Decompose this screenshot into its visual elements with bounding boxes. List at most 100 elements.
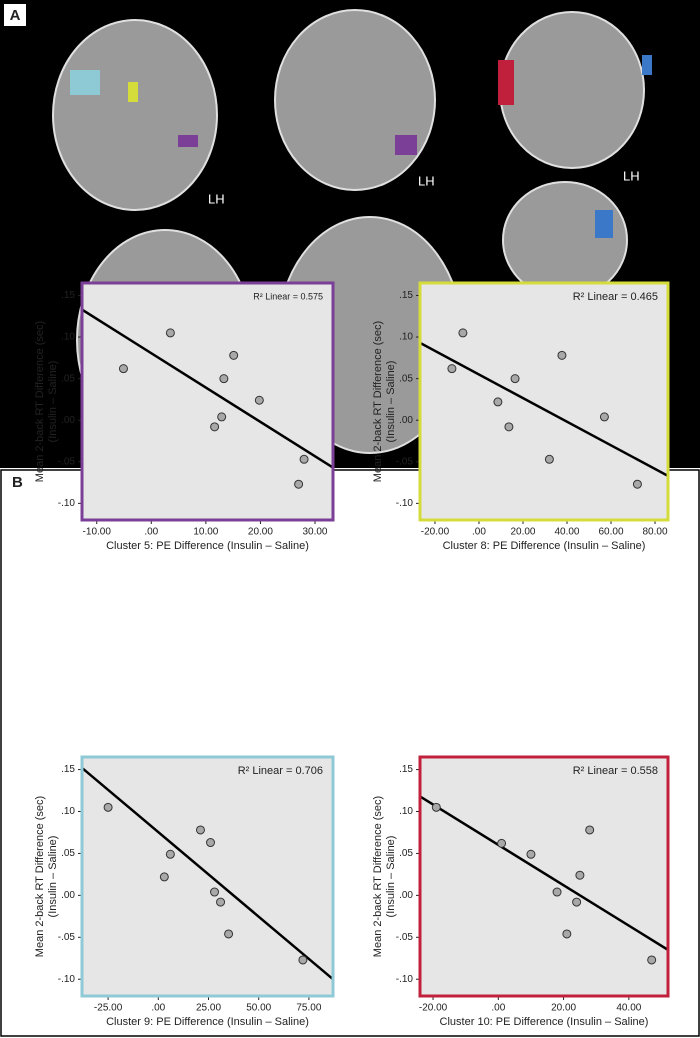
x-tick-label: 30.00 (302, 527, 327, 538)
fit-line (420, 795, 668, 951)
plot-border (418, 281, 670, 522)
data-point (585, 825, 595, 835)
annotation: R² Linear = 0.706 (238, 765, 323, 777)
brain-slice (52, 19, 218, 211)
annotation: R² Linear = 0.465 (573, 291, 658, 303)
plot-area (420, 757, 668, 996)
hemisphere-label: LH (208, 191, 225, 206)
data-point (497, 838, 507, 848)
fit-line (82, 766, 333, 981)
y-tick-label: .10 (61, 806, 75, 817)
x-tick-label: 10.00 (193, 527, 218, 538)
cluster (642, 55, 652, 75)
y-axis-label: (Insulin – Saline) (385, 836, 397, 918)
y-tick-label: .00 (399, 415, 413, 426)
data-point (458, 328, 468, 338)
data-point (165, 328, 175, 338)
x-tick-label: -25.00 (94, 1003, 123, 1014)
data-point (224, 929, 234, 939)
annotation: R² Linear = 0.575 (253, 291, 323, 301)
plot-area (82, 757, 333, 996)
data-point (562, 929, 572, 939)
y-axis-label: (Insulin – Saline) (385, 361, 397, 443)
y-tick-label: .00 (399, 890, 413, 901)
hemisphere-label: LH (623, 168, 640, 183)
x-axis-label: Cluster 5: PE Difference (Insulin – Sali… (106, 540, 309, 552)
data-point (447, 364, 457, 374)
x-tick-label: 40.00 (616, 1003, 641, 1014)
x-tick-label: -20.00 (421, 527, 450, 538)
y-axis-label: Mean 2-back RT Difference (sec) (34, 796, 46, 957)
data-point (493, 397, 503, 407)
data-point (103, 802, 113, 812)
data-point (431, 802, 441, 812)
data-point (557, 350, 567, 360)
data-point (217, 412, 227, 422)
cluster (70, 70, 100, 95)
data-point (206, 838, 216, 848)
x-tick-label: 20.00 (510, 527, 535, 538)
y-tick-label: .05 (61, 848, 75, 859)
data-point (165, 849, 175, 859)
fit-line (420, 341, 668, 478)
data-point (219, 374, 229, 384)
y-tick-label: -.05 (396, 932, 414, 943)
brain-slice (502, 181, 628, 299)
plot-border (418, 755, 670, 998)
y-tick-label: .10 (399, 332, 413, 343)
brain-slice (274, 9, 436, 191)
data-point (229, 350, 239, 360)
x-tick-label: 80.00 (643, 527, 668, 538)
cluster (178, 135, 198, 147)
data-point (298, 955, 308, 965)
y-tick-label: .05 (399, 373, 413, 384)
brain-slice (499, 11, 645, 169)
x-axis-label: Cluster 10: PE Difference (Insulin – Sal… (440, 1016, 649, 1028)
y-axis-label: (Insulin – Saline) (47, 836, 59, 918)
y-tick-label: -.05 (396, 456, 414, 467)
data-point (526, 849, 536, 859)
panel-label: B (12, 474, 23, 491)
x-tick-label: 60.00 (598, 527, 623, 538)
y-axis-label: Mean 2-back RT Difference (sec) (34, 321, 46, 482)
y-tick-label: -.10 (396, 974, 414, 985)
y-tick-label: .00 (61, 415, 75, 426)
fit-line (82, 308, 333, 469)
x-tick-label: .00 (151, 1003, 165, 1014)
data-point (510, 374, 520, 384)
data-point (254, 395, 264, 405)
data-point (216, 897, 226, 907)
y-tick-label: .00 (61, 890, 75, 901)
data-point (210, 887, 220, 897)
data-point (195, 825, 205, 835)
x-tick-label: 75.00 (296, 1003, 321, 1014)
y-tick-label: .10 (61, 332, 75, 343)
y-tick-label: .15 (399, 290, 413, 301)
x-tick-label: -10.00 (83, 527, 112, 538)
cluster (395, 135, 417, 155)
data-point (575, 870, 585, 880)
panel-label-box (4, 4, 26, 26)
x-tick-label: 50.00 (246, 1003, 271, 1014)
y-tick-label: .10 (399, 806, 413, 817)
y-tick-label: .15 (61, 764, 75, 775)
data-point (647, 955, 657, 965)
plot-area (82, 283, 333, 520)
x-axis-label: Cluster 8: PE Difference (Insulin – Sali… (443, 540, 646, 552)
y-tick-label: .15 (399, 764, 413, 775)
x-tick-label: .00 (144, 527, 158, 538)
y-tick-label: -.10 (396, 498, 414, 509)
x-tick-label: -20.00 (419, 1003, 448, 1014)
data-point (572, 897, 582, 907)
data-point (544, 454, 554, 464)
data-point (632, 479, 642, 489)
hemisphere-label: LH (418, 173, 435, 188)
y-tick-label: -.10 (58, 974, 76, 985)
cluster (595, 210, 613, 238)
x-tick-label: 40.00 (554, 527, 579, 538)
y-axis-label: Mean 2-back RT Difference (sec) (372, 796, 384, 957)
x-axis-label: Cluster 9: PE Difference (Insulin – Sali… (106, 1016, 309, 1028)
data-point (294, 479, 304, 489)
annotation: R² Linear = 0.558 (573, 765, 658, 777)
x-tick-label: 25.00 (196, 1003, 221, 1014)
